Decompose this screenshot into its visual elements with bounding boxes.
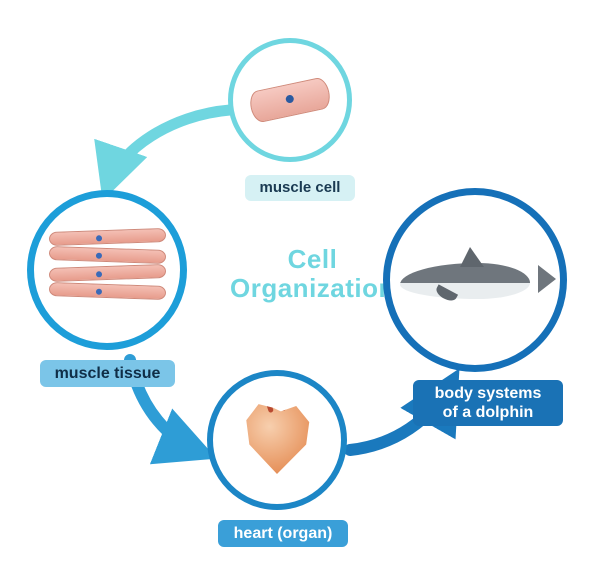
label-heart_organ: heart (organ)	[218, 520, 348, 547]
label-muscle_cell: muscle cell	[245, 175, 355, 201]
node-heart_organ	[207, 370, 347, 510]
node-muscle_cell	[228, 38, 352, 162]
diagram-stage: Cell Organization muscle cell muscle tiss…	[0, 0, 600, 571]
arrow-muscle_cell-to-muscle_tissue	[108, 110, 230, 185]
label-muscle_tissue: muscle tissue	[40, 360, 175, 387]
heart-icon	[239, 395, 316, 485]
dolphin-icon	[400, 245, 550, 315]
diagram-title: Cell Organization	[230, 245, 395, 302]
node-muscle_tissue	[27, 190, 187, 350]
node-body_systems	[383, 188, 567, 372]
muscle-cell-icon	[248, 76, 333, 124]
label-body_systems: body systems of a dolphin	[413, 380, 563, 426]
muscle-tissue-icon	[49, 226, 166, 314]
